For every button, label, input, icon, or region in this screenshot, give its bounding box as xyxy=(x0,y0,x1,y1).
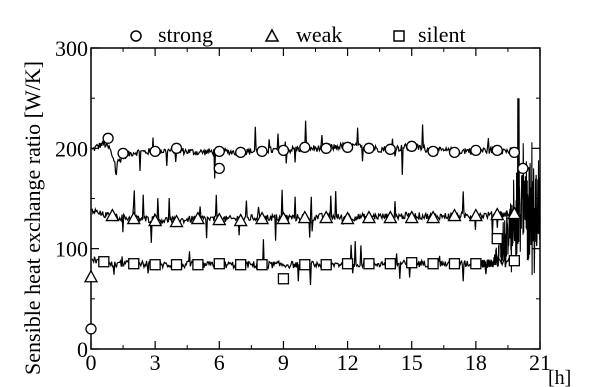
marker-strong xyxy=(170,142,183,154)
legend-strong-label: strong xyxy=(158,22,213,47)
marker-strong xyxy=(384,143,396,155)
marker-silent xyxy=(128,258,140,270)
marker-weak xyxy=(426,210,441,224)
x-tick-label: 15 xyxy=(401,350,423,375)
marker-weak xyxy=(490,207,505,221)
marker-strong xyxy=(256,145,268,157)
marker-silent xyxy=(256,259,268,271)
marker-weak xyxy=(126,211,141,225)
y-tick-label: 300 xyxy=(55,36,88,61)
marker-silent xyxy=(170,259,183,271)
marker-strong xyxy=(508,146,520,158)
x-tick-label: 12 xyxy=(337,350,359,375)
legend-strong-marker xyxy=(130,30,142,42)
marker-silent xyxy=(341,258,354,270)
y-tick-label: 200 xyxy=(55,136,88,161)
marker-silent xyxy=(363,258,375,270)
marker-strong xyxy=(299,141,311,153)
marker-silent xyxy=(149,259,161,271)
marker-strong xyxy=(341,141,354,153)
x-tick-label: 21 xyxy=(529,350,551,375)
marker-strong xyxy=(117,147,129,160)
marker-weak xyxy=(254,211,270,225)
marker-strong xyxy=(235,146,247,158)
marker-weak xyxy=(319,210,334,224)
noise-tail-line xyxy=(475,98,541,276)
marker-weak xyxy=(447,208,462,222)
marker-strong xyxy=(363,142,375,154)
marker-weak xyxy=(404,210,419,224)
legend-weak-label: weak xyxy=(296,22,342,47)
marker-silent xyxy=(508,255,520,267)
marker-weak xyxy=(276,211,291,225)
marker-weak xyxy=(297,210,312,224)
y-tick-label: 0 xyxy=(77,337,88,362)
x-tick-label: 3 xyxy=(150,350,161,375)
marker-silent xyxy=(320,259,332,271)
marker-weak xyxy=(383,210,398,224)
marker-silent xyxy=(427,258,439,270)
marker-silent xyxy=(235,259,247,271)
marker-strong xyxy=(213,145,225,157)
marker-strong xyxy=(470,144,482,156)
marker-silent xyxy=(406,257,418,269)
noise-tail xyxy=(475,98,541,276)
marker-strong xyxy=(517,162,529,175)
marker-silent xyxy=(213,258,225,270)
marker-silent xyxy=(470,258,482,270)
marker-silent xyxy=(277,273,290,285)
marker-strong xyxy=(102,132,114,144)
marker-strong xyxy=(213,162,225,175)
x-tick-label: 0 xyxy=(86,350,97,375)
marker-strong xyxy=(427,145,439,157)
marker-weak xyxy=(340,211,355,225)
series-markers xyxy=(83,132,529,335)
y-tick-label: 100 xyxy=(55,237,88,262)
marker-strong xyxy=(149,145,161,157)
x-axis-label: [h] xyxy=(548,367,571,387)
marker-weak xyxy=(169,214,184,228)
marker-strong xyxy=(491,144,503,156)
marker-silent xyxy=(448,258,461,270)
legend-silent-marker xyxy=(393,30,405,42)
marker-silent xyxy=(491,232,503,245)
x-tick-label: 6 xyxy=(214,350,225,375)
marker-strong xyxy=(277,144,290,156)
legend: strong weak silent xyxy=(130,22,466,47)
marker-weak xyxy=(105,208,120,222)
x-axis-ticks: 0 3 6 9 12 15 18 21 xyxy=(86,48,551,375)
x-tick-label: 18 xyxy=(465,350,487,375)
marker-weak xyxy=(361,210,377,224)
marker-strong xyxy=(320,142,332,154)
marker-weak xyxy=(148,213,163,227)
legend-weak-marker xyxy=(264,28,280,42)
marker-silent xyxy=(299,259,311,271)
marker-weak xyxy=(233,213,248,227)
marker-silent xyxy=(384,258,396,270)
marker-silent xyxy=(98,256,110,268)
marker-weak xyxy=(507,206,522,220)
marker-silent xyxy=(192,259,204,271)
marker-weak xyxy=(190,211,205,225)
marker-strong xyxy=(85,323,97,335)
y-axis-label: Sensible heat exchange ratio [W/K] xyxy=(20,61,45,375)
legend-silent-label: silent xyxy=(418,22,466,47)
marker-weak xyxy=(83,269,99,283)
marker-weak xyxy=(468,208,483,222)
marker-strong xyxy=(448,146,461,158)
x-tick-label: 9 xyxy=(278,350,289,375)
y-axis-ticks: 0 100 200 300 xyxy=(55,36,540,362)
marker-weak xyxy=(212,212,227,226)
marker-strong xyxy=(406,140,418,152)
